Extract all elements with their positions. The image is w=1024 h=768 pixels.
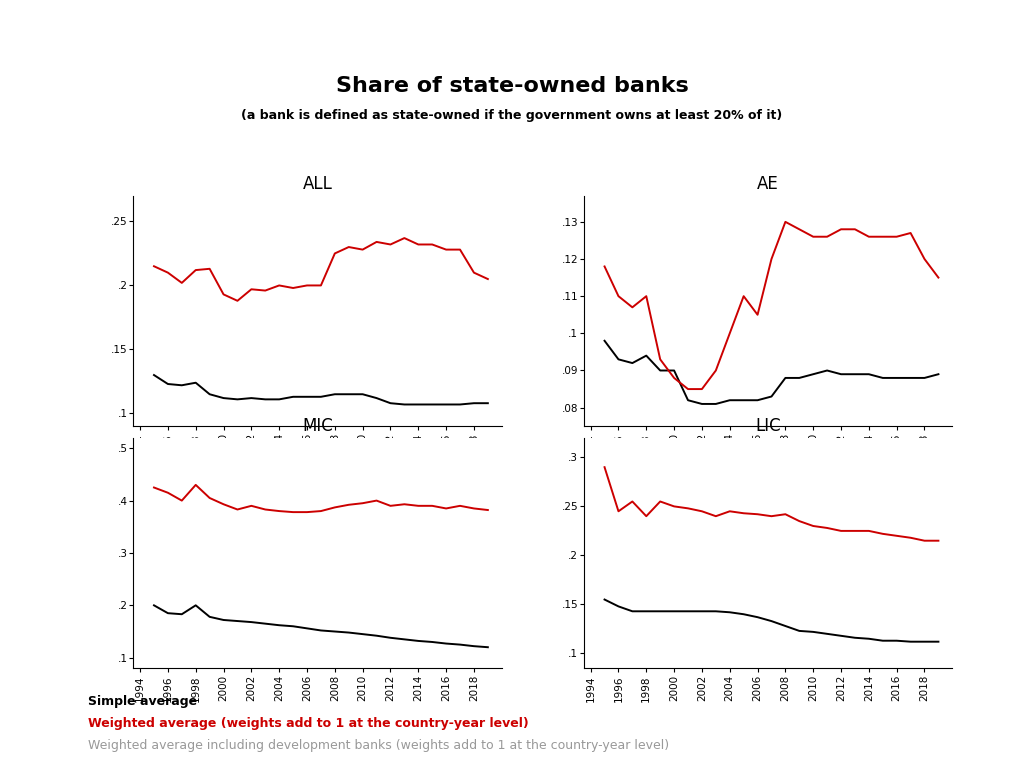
Title: LIC: LIC xyxy=(755,417,781,435)
Text: Weighted average including development banks (weights add to 1 at the country-ye: Weighted average including development b… xyxy=(88,740,670,752)
Text: Simple average: Simple average xyxy=(88,696,198,708)
Title: MIC: MIC xyxy=(302,417,333,435)
Text: State ownership across time and space: State ownership across time and space xyxy=(23,18,669,45)
Title: AE: AE xyxy=(757,175,779,193)
Text: Weighted average (weights add to 1 at the country-year level): Weighted average (weights add to 1 at th… xyxy=(88,717,528,730)
Text: (a bank is defined as state-owned if the government owns at least 20% of it): (a bank is defined as state-owned if the… xyxy=(242,109,782,122)
Text: Share of state-owned banks: Share of state-owned banks xyxy=(336,76,688,97)
Title: ALL: ALL xyxy=(302,175,333,193)
